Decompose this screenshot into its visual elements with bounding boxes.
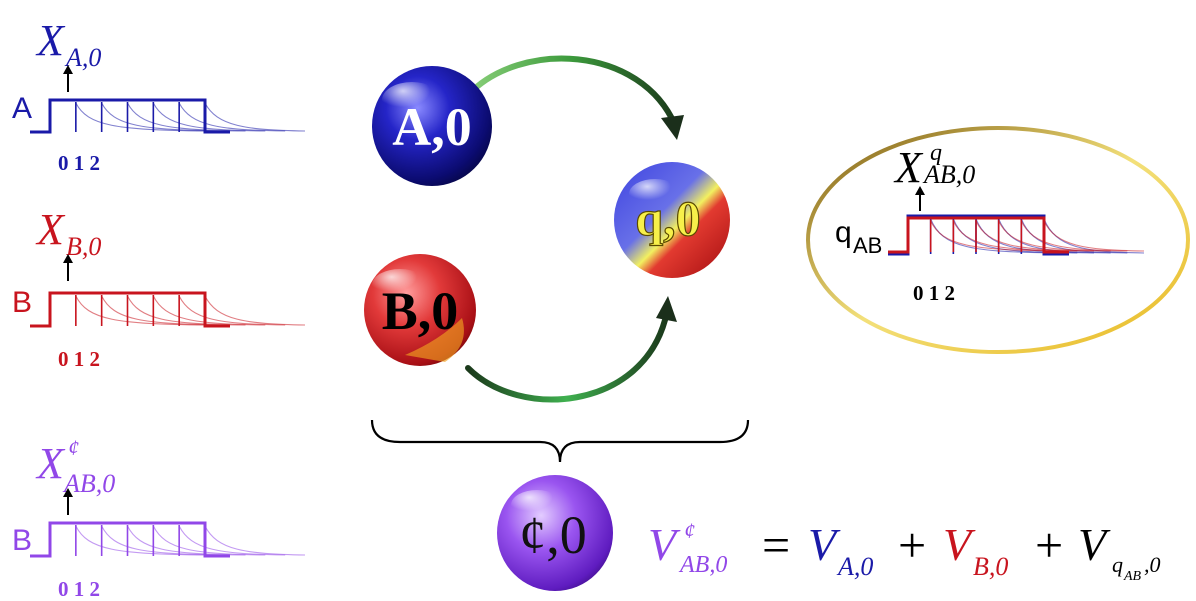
- decay-curve: [1020, 220, 1128, 252]
- decay-curve: [998, 220, 1111, 252]
- panel-c-ticks: 0 1 2: [58, 577, 100, 601]
- pulse-outline: [30, 521, 230, 558]
- panel-a: X A,0 A 0 1 2: [12, 16, 306, 175]
- decay-curve: [127, 295, 246, 326]
- sphere-a: A,0: [372, 66, 492, 186]
- gold-ellipse: [806, 126, 1190, 354]
- sphere-q: q,0: [614, 162, 730, 278]
- panel-q-title-x: X: [893, 143, 924, 192]
- top-curved-arrow: [465, 55, 678, 128]
- eq-t3-sub-q: q: [1112, 552, 1123, 577]
- decay-curve: [152, 295, 266, 326]
- panel-c-row-label: B: [12, 524, 32, 557]
- decay-curve: [204, 102, 306, 132]
- panel-q-row-label: q: [835, 216, 852, 249]
- up-arrow-icon: [63, 254, 73, 281]
- decay-curve: [101, 295, 226, 326]
- panel-q-row-label-sub: AB: [853, 233, 882, 258]
- eq-t2-var: V: [943, 519, 976, 570]
- eq-plus-2: +: [1035, 517, 1063, 573]
- panel-q-title-sub: AB,0: [922, 160, 975, 189]
- sphere-b: B,0: [364, 254, 476, 366]
- panel-b-ticks: 0 1 2: [58, 347, 100, 371]
- eq-lhs-sup: ¢: [684, 518, 695, 543]
- decay-curve: [75, 295, 206, 326]
- bottom-curved-arrow: [465, 317, 668, 403]
- decay-curve: [930, 220, 1061, 252]
- decay-curve: [1043, 220, 1145, 252]
- panel-c: X ¢ AB,0 B 0 1 2: [12, 435, 306, 601]
- panel-a-title-x: X: [35, 16, 66, 65]
- panel-a-waveform: [30, 98, 306, 134]
- panel-b-waveform: [30, 291, 306, 328]
- decay-curve: [930, 218, 1061, 254]
- decay-curve: [75, 525, 206, 556]
- pulse-outline: [30, 291, 230, 328]
- eq-plus-1: +: [898, 517, 926, 573]
- panel-b: X B,0 B 0 1 2: [12, 205, 306, 371]
- curly-brace: [370, 419, 750, 463]
- decay-curve: [178, 295, 286, 326]
- panel-b-title-sub: B,0: [66, 232, 101, 261]
- panel-b-title-x: X: [35, 205, 66, 254]
- panel-c-title-sub: AB,0: [62, 469, 115, 498]
- panel-q-waveform: [888, 214, 1145, 256]
- up-arrow-icon: [63, 488, 73, 515]
- eq-t3-var: V: [1078, 519, 1111, 570]
- eq-lhs-sub: AB,0: [678, 552, 727, 578]
- eq-t3-sub-q-sub: AB: [1123, 569, 1142, 584]
- sphere-c-label: ¢,0: [519, 505, 587, 565]
- equation: V ¢ AB,0 = V A,0 + V B,0 + V q AB ,0: [648, 517, 1161, 584]
- pulse-outline: [30, 98, 230, 134]
- eq-lhs-var: V: [648, 519, 681, 570]
- decay-curve: [204, 295, 306, 326]
- pulse-outline: [888, 216, 1069, 254]
- panel-b-row-label: B: [12, 286, 32, 319]
- decay-curve: [975, 218, 1095, 254]
- pulse-outline: [888, 214, 1069, 256]
- panel-q: X q AB,0 q AB 0 1 2: [806, 126, 1190, 354]
- decay-curve: [178, 525, 286, 556]
- decay-curve: [204, 525, 306, 556]
- eq-t1-sub: A,0: [836, 552, 873, 581]
- bottom-arrowhead-icon: [656, 296, 677, 322]
- eq-t2-sub: B,0: [973, 552, 1008, 581]
- panel-c-title-x: X: [35, 439, 66, 488]
- panel-a-ticks: 0 1 2: [58, 151, 100, 175]
- sphere-q-label: q,0: [635, 190, 700, 246]
- panel-a-row-label: A: [12, 92, 32, 125]
- sphere-c: ¢,0: [497, 475, 613, 591]
- up-arrow-icon: [915, 186, 925, 211]
- eq-equals: =: [762, 517, 790, 573]
- decay-curve: [152, 525, 266, 556]
- eq-t1-var: V: [808, 519, 841, 570]
- decay-curve: [952, 220, 1078, 252]
- decay-curve: [101, 102, 226, 132]
- up-arrow-icon: [63, 65, 73, 92]
- panel-c-waveform: [30, 521, 306, 558]
- sphere-a-label: A,0: [392, 97, 472, 157]
- decay-curve: [127, 525, 246, 556]
- top-arrowhead-icon: [661, 115, 684, 140]
- sphere-b-label: B,0: [382, 281, 459, 341]
- panel-q-title-sup: q: [930, 140, 942, 166]
- decay-curve: [75, 102, 206, 132]
- panel-a-title-sub: A,0: [64, 43, 101, 72]
- panel-c-title-sup: ¢: [68, 435, 79, 460]
- decay-curve: [152, 102, 266, 132]
- decay-curve: [101, 525, 226, 556]
- decay-curve: [975, 220, 1095, 252]
- decay-curve: [178, 102, 286, 132]
- eq-t3-sub-tail: ,0: [1144, 552, 1161, 577]
- decay-curve: [127, 102, 246, 132]
- panel-q-ticks: 0 1 2: [913, 281, 955, 305]
